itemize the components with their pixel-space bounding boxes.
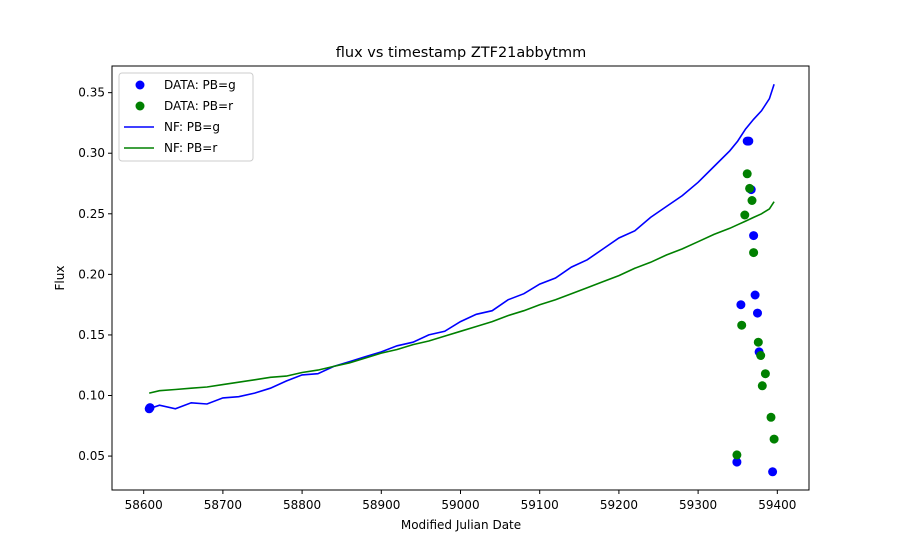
y-tick-label: 0.35: [78, 86, 105, 100]
legend-marker-data-g: [135, 80, 145, 90]
x-axis-label: Modified Julian Date: [401, 518, 521, 532]
data-point-g-2: [732, 457, 742, 467]
data-point-r-7: [753, 337, 763, 347]
plot-area: [144, 83, 779, 477]
y-tick-label: 0.15: [78, 328, 105, 342]
data-point-g-5: [744, 136, 754, 146]
y-tick-label: 0.25: [78, 207, 105, 221]
legend-box: [118, 72, 254, 162]
legend-marker-data-r: [135, 101, 145, 111]
data-point-g-9: [753, 308, 762, 318]
x-tick-label: 58600: [125, 498, 163, 512]
data-point-r-2: [740, 210, 750, 220]
data-point-r-8: [756, 351, 766, 360]
x-tick-label: 59100: [521, 498, 559, 512]
y-tick-label: 0.05: [78, 449, 105, 463]
data-point-r-12: [769, 434, 779, 444]
chart-title: flux vs timestamp ZTF21abbytmm: [336, 45, 586, 61]
data-point-r-9: [757, 381, 767, 391]
series-line-nf-g: [148, 83, 775, 410]
x-tick-label: 58700: [204, 498, 242, 512]
y-axis: 0.05 0.10 0.15 0.20 0.25 0.30 0.35: [78, 86, 112, 463]
x-tick-label: 59400: [758, 498, 796, 512]
x-tick-label: 59300: [679, 498, 717, 512]
y-axis-label: Flux: [53, 266, 67, 291]
legend-label-nf-r: NF: PB=r: [164, 141, 217, 155]
data-point-r-0: [732, 450, 742, 460]
legend-label-nf-g: NF: PB=g: [164, 120, 220, 134]
data-point-r-3: [742, 169, 752, 179]
data-point-r-6: [749, 248, 759, 258]
x-tick-label: 59200: [600, 498, 638, 512]
data-point-r-5: [747, 196, 757, 205]
legend: DATA: PB=g DATA: PB=r NF: PB=g NF: PB=r: [118, 72, 254, 162]
x-axis: 58600 58700 58800 58900 59000 59100 59200 59300…: [125, 490, 796, 512]
data-point-g-3: [736, 300, 746, 310]
y-tick-label: 0.20: [78, 267, 105, 281]
x-tick-label: 58900: [362, 498, 400, 512]
x-tick-label: 59000: [441, 498, 479, 512]
data-point-g-8: [750, 290, 760, 300]
y-tick-label: 0.10: [78, 389, 105, 403]
x-tick-label: 58800: [283, 498, 321, 512]
data-point-r-1: [737, 320, 747, 330]
data-point-r-11: [766, 412, 776, 422]
legend-label-data-r: DATA: PB=r: [164, 99, 233, 113]
data-point-r-4: [745, 183, 755, 193]
y-tick-label: 0.30: [78, 146, 105, 160]
data-point-g-7: [749, 231, 759, 241]
data-point-g-11: [768, 467, 778, 477]
data-point-g-1: [145, 403, 155, 413]
legend-label-data-g: DATA: PB=g: [164, 78, 236, 92]
series-line-nf-r: [149, 201, 775, 394]
data-point-r-10: [760, 369, 770, 379]
